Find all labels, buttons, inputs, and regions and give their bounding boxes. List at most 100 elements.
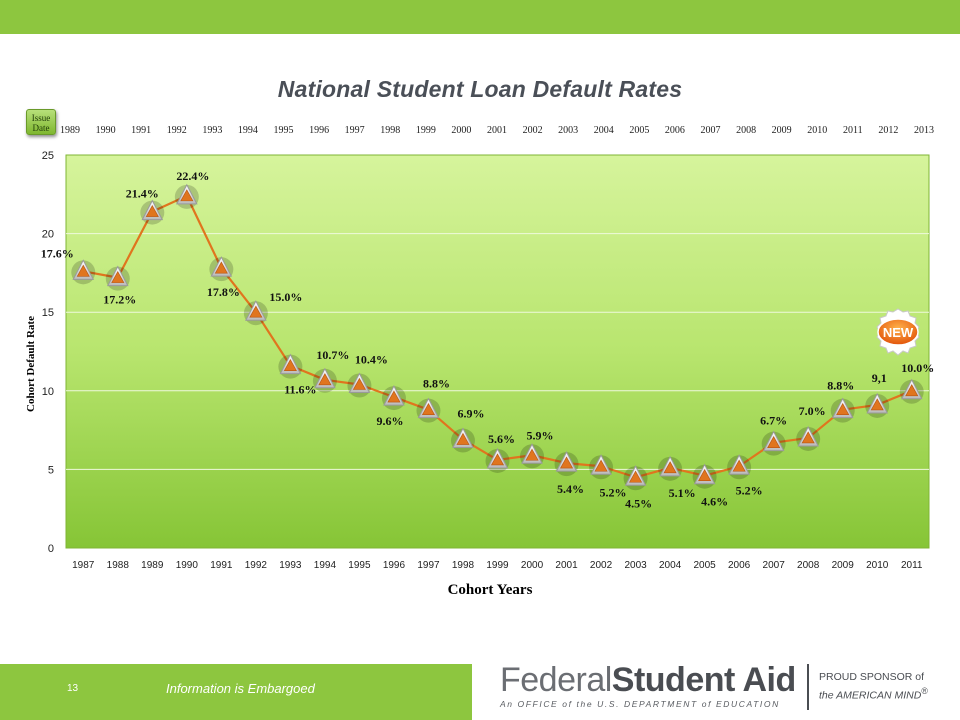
x-tick-label: 2008: [797, 560, 820, 571]
x-tick-label: 1988: [107, 560, 130, 571]
footer-green-panel: [0, 664, 472, 720]
data-point: [249, 305, 263, 318]
x-tick-label: 1989: [141, 560, 164, 571]
data-label: 4.5%: [625, 496, 652, 510]
top-accent-bar: [0, 0, 960, 34]
x-tick-label: 2009: [832, 560, 855, 571]
chart-title: National Student Loan Default Rates: [277, 76, 683, 102]
issue-date-label: 2004: [594, 125, 614, 136]
data-point: [180, 189, 194, 202]
x-tick-label: 1997: [417, 560, 440, 571]
issue-date-label: 2013: [914, 125, 934, 136]
data-point: [111, 270, 125, 283]
data-point: [76, 264, 90, 277]
data-point: [352, 377, 366, 390]
data-point: [801, 431, 815, 444]
issue-date-label: 2009: [772, 125, 792, 136]
issue-date-label: 1999: [416, 125, 436, 136]
x-tick-label: 1999: [486, 560, 509, 571]
issue-date-label: 2003: [558, 125, 578, 136]
x-tick-label: 2010: [866, 560, 889, 571]
data-label: 10.7%: [316, 348, 349, 362]
data-label: 22.4%: [176, 169, 209, 183]
data-point: [490, 453, 505, 466]
x-tick-label: 1998: [452, 560, 475, 571]
issue-date-label: 1990: [96, 125, 116, 136]
logo-word-light: Federal: [500, 661, 612, 699]
federal-student-aid-logo: FederalStudent Aid An OFFICE of the U.S.…: [500, 662, 800, 712]
logo-word-bold: Student Aid: [611, 661, 797, 699]
x-tick-label: 1987: [72, 560, 95, 571]
issue-date-label: 1996: [309, 125, 329, 136]
sponsor-line2: the AMERICAN MIND®: [819, 684, 928, 703]
data-label: 5.2%: [736, 483, 763, 497]
y-tick-label: 20: [42, 229, 54, 241]
embargo-notice: Information is Embargoed: [166, 681, 315, 696]
x-tick-label: 1996: [383, 560, 406, 571]
data-point: [525, 448, 539, 461]
registered-mark: ®: [921, 686, 928, 696]
logo-subtitle: An OFFICE of the U.S. DEPARTMENT of EDUC…: [500, 699, 780, 709]
issue-date-label: 1998: [380, 125, 400, 136]
x-tick-label: 2006: [728, 560, 751, 571]
data-label: 10.4%: [355, 353, 388, 367]
x-tick-label: 2007: [763, 560, 786, 571]
data-label: 7.0%: [799, 404, 826, 418]
data-label: 5.4%: [557, 482, 584, 496]
x-tick-label: 2001: [555, 560, 578, 571]
issue-date-label: 2007: [701, 125, 721, 136]
data-point: [283, 359, 297, 371]
issue-date-label: 1989: [60, 125, 80, 136]
y-tick-label: 0: [48, 543, 54, 555]
issue-date-label: 1994: [238, 125, 258, 136]
data-point: [905, 384, 919, 397]
x-axis-title: Cohort Years: [448, 582, 533, 598]
data-label: 21.4%: [126, 187, 159, 201]
x-tick-label: 2000: [521, 560, 544, 571]
x-tick-label: 1995: [348, 560, 371, 571]
issue-date-label: 2005: [629, 125, 649, 136]
data-point: [421, 403, 435, 415]
y-tick-label: 5: [48, 464, 54, 476]
data-point: [836, 403, 850, 415]
data-point: [732, 459, 746, 472]
data-point: [456, 432, 470, 445]
issue-date-label: 1997: [345, 125, 365, 136]
issue-date-label: 2011: [843, 125, 863, 136]
data-point: [560, 456, 574, 469]
data-point: [663, 461, 677, 474]
y-tick-label: 10: [42, 386, 54, 398]
data-label: 11.6%: [284, 383, 316, 397]
data-point: [387, 390, 401, 403]
logo-wordmark: FederalStudent Aid: [500, 662, 800, 698]
x-tick-label: 2004: [659, 560, 682, 571]
y-tick-label: 15: [42, 307, 54, 319]
data-label: 8.8%: [423, 377, 450, 391]
issue-date-label: 2001: [487, 125, 507, 136]
y-axis-title: Cohort Default Rate: [25, 316, 37, 412]
logo-divider: [807, 664, 809, 710]
x-tick-label: 1994: [314, 560, 337, 571]
y-tick-label: 25: [42, 150, 54, 162]
x-tick-label: 1993: [279, 560, 302, 571]
page-number: 13: [67, 683, 79, 694]
sponsor-line1: PROUD SPONSOR of: [819, 671, 925, 683]
data-point: [214, 261, 228, 274]
data-label: 5.1%: [669, 486, 696, 500]
data-label: 15.0%: [269, 290, 302, 304]
data-label: 5.2%: [600, 485, 627, 499]
data-point: [698, 469, 712, 481]
issue-date-label: 1992: [167, 125, 187, 136]
issue-date-badge: Issue Date: [26, 109, 56, 135]
data-label: 6.9%: [457, 407, 484, 421]
data-label: 6.7%: [760, 414, 787, 428]
data-label: 9,1: [872, 371, 887, 385]
x-tick-label: 2002: [590, 560, 613, 571]
x-tick-label: 1990: [176, 560, 199, 571]
x-tick-label: 2011: [901, 560, 923, 571]
data-label: 4.6%: [701, 495, 728, 509]
sponsor-line2-text: the AMERICAN MIND: [819, 689, 922, 702]
data-label: 5.6%: [488, 432, 515, 446]
data-label: 17.6%: [41, 246, 74, 260]
